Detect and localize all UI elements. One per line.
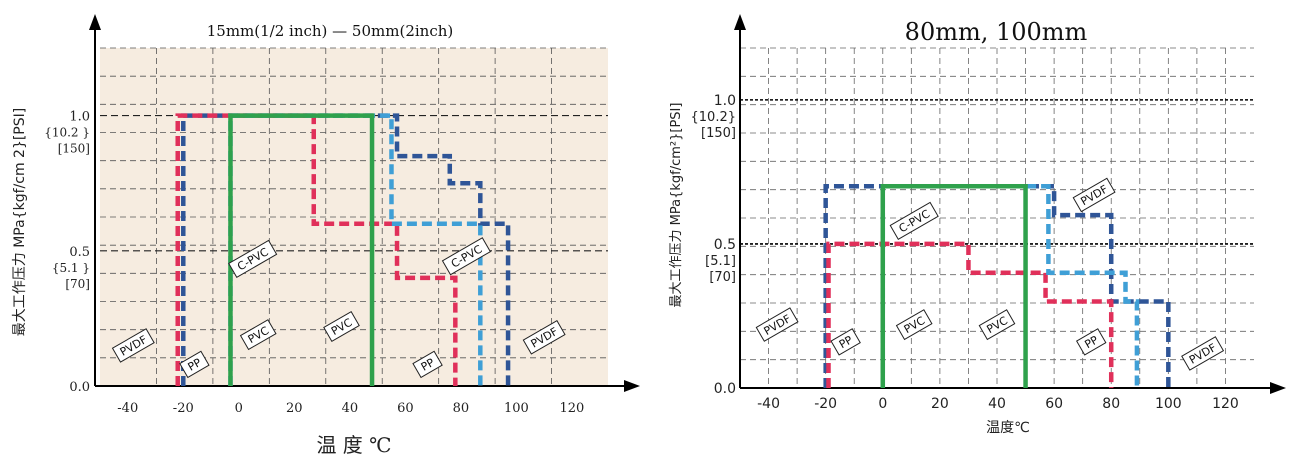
x-axis-label: 温度℃ — [986, 420, 1030, 436]
x-tick-label: 80 — [453, 401, 470, 416]
series-label-box — [895, 309, 933, 341]
x-tick-label: 80 — [1102, 396, 1120, 412]
series-label-box — [755, 307, 799, 342]
y-tick-label: [70] — [65, 277, 90, 291]
x-tick-label: 120 — [559, 401, 584, 416]
chart-group: 80mm, 100mm -40 -20 0 20 40 60 80 100 120 1.0{10.2… — [669, 14, 1286, 436]
series-line-pp — [826, 241, 1114, 388]
y-axis-label: 最大工作压力 MPa{kgf/cm²}[PSI] — [669, 103, 684, 308]
x-tick-label: 60 — [1045, 396, 1063, 412]
x-axis-arrow-icon — [624, 380, 640, 392]
x-tick-label: -40 — [757, 396, 780, 412]
x-tick-label: 20 — [286, 401, 303, 416]
y-axis-arrow-icon — [89, 14, 101, 30]
series-label-box — [323, 311, 360, 343]
y-tick-label: 0.0 — [714, 381, 736, 397]
y-tick-label: 0.5 — [69, 245, 90, 260]
series-label-box — [412, 350, 443, 379]
x-tick-label: 0 — [878, 396, 887, 412]
y-axis-arrow-icon — [734, 14, 746, 30]
x-tick-label: -40 — [117, 401, 138, 416]
series-label-box — [889, 201, 939, 240]
chart-group: 15mm(1/2 inch) — 50mm(2inch) -40 -20 0 20 40 6… — [12, 14, 640, 457]
series-label: PP — [179, 350, 210, 379]
y-axis-label: 最大工作压力 MPa{kgf/cm 2}[PSI] — [12, 108, 28, 336]
x-tick-label: 40 — [342, 401, 359, 416]
series-label-box — [1072, 177, 1116, 213]
series-label-box — [179, 350, 210, 379]
x-tick-label: -20 — [814, 396, 837, 412]
series-label-box — [978, 309, 1016, 341]
x-tick-label: 0 — [235, 401, 243, 416]
chart-title: 15mm(1/2 inch) — 50mm(2inch) — [207, 22, 454, 40]
series-label: PP — [412, 350, 443, 379]
series-label-box — [228, 239, 278, 279]
x-tick-label: 40 — [988, 396, 1006, 412]
series-line-pp — [175, 113, 458, 386]
series-label-box — [522, 320, 566, 355]
x-tick-label: 100 — [504, 401, 529, 416]
series-label-box — [1075, 328, 1107, 356]
x-tick-label: 100 — [1155, 396, 1182, 412]
y-tick-label: [150] — [701, 126, 736, 141]
series-label-box — [1181, 336, 1225, 371]
chart-large-diameter: 80mm, 100mm -40 -20 0 20 40 60 80 100 120 1.0{10.2… — [669, 14, 1286, 436]
series-label-text: PP — [419, 356, 437, 374]
y-tick-label: 0.5 — [714, 237, 736, 253]
series-label: PVDF — [1072, 177, 1116, 213]
y-tick-label: 1.0 — [714, 93, 736, 109]
series-label: PP — [830, 328, 861, 356]
y-tick-label: {10.2 } — [44, 126, 90, 140]
y-tick-label: {10.2} — [691, 110, 737, 125]
series-label-text: PP — [186, 356, 204, 374]
series-label-box — [239, 319, 277, 351]
x-tick-label: 20 — [931, 396, 949, 412]
x-tick-label: 60 — [397, 401, 414, 416]
series-label-box — [441, 237, 492, 276]
y-tick-label: [150] — [58, 142, 90, 156]
y-tick-label: [70] — [709, 270, 736, 285]
series-label-text: PP — [1082, 333, 1100, 351]
x-axis-label: 温 度 ℃ — [316, 433, 391, 457]
series-label-box — [830, 328, 861, 356]
chart-small-diameter: 15mm(1/2 inch) — 50mm(2inch) -40 -20 0 20 40 6… — [12, 14, 640, 457]
y-tick-label: [5.1] — [705, 254, 736, 269]
series-label: PP — [1075, 328, 1107, 356]
x-tick-label: -20 — [173, 401, 194, 416]
y-tick-label: 1.0 — [69, 110, 90, 125]
y-tick-label: 0.0 — [69, 380, 90, 395]
series-line-pvdf — [823, 184, 1171, 388]
y-tick-label: {5.1 } — [52, 261, 90, 275]
series-label-box — [111, 328, 155, 363]
chart-title: 80mm, 100mm — [905, 18, 1088, 46]
x-tick-label: 120 — [1212, 396, 1239, 412]
series-line-pvc — [880, 184, 1028, 388]
series-label-text: PP — [837, 333, 855, 351]
series-line-pvc — [228, 113, 375, 386]
x-axis-arrow-icon — [1270, 382, 1286, 394]
